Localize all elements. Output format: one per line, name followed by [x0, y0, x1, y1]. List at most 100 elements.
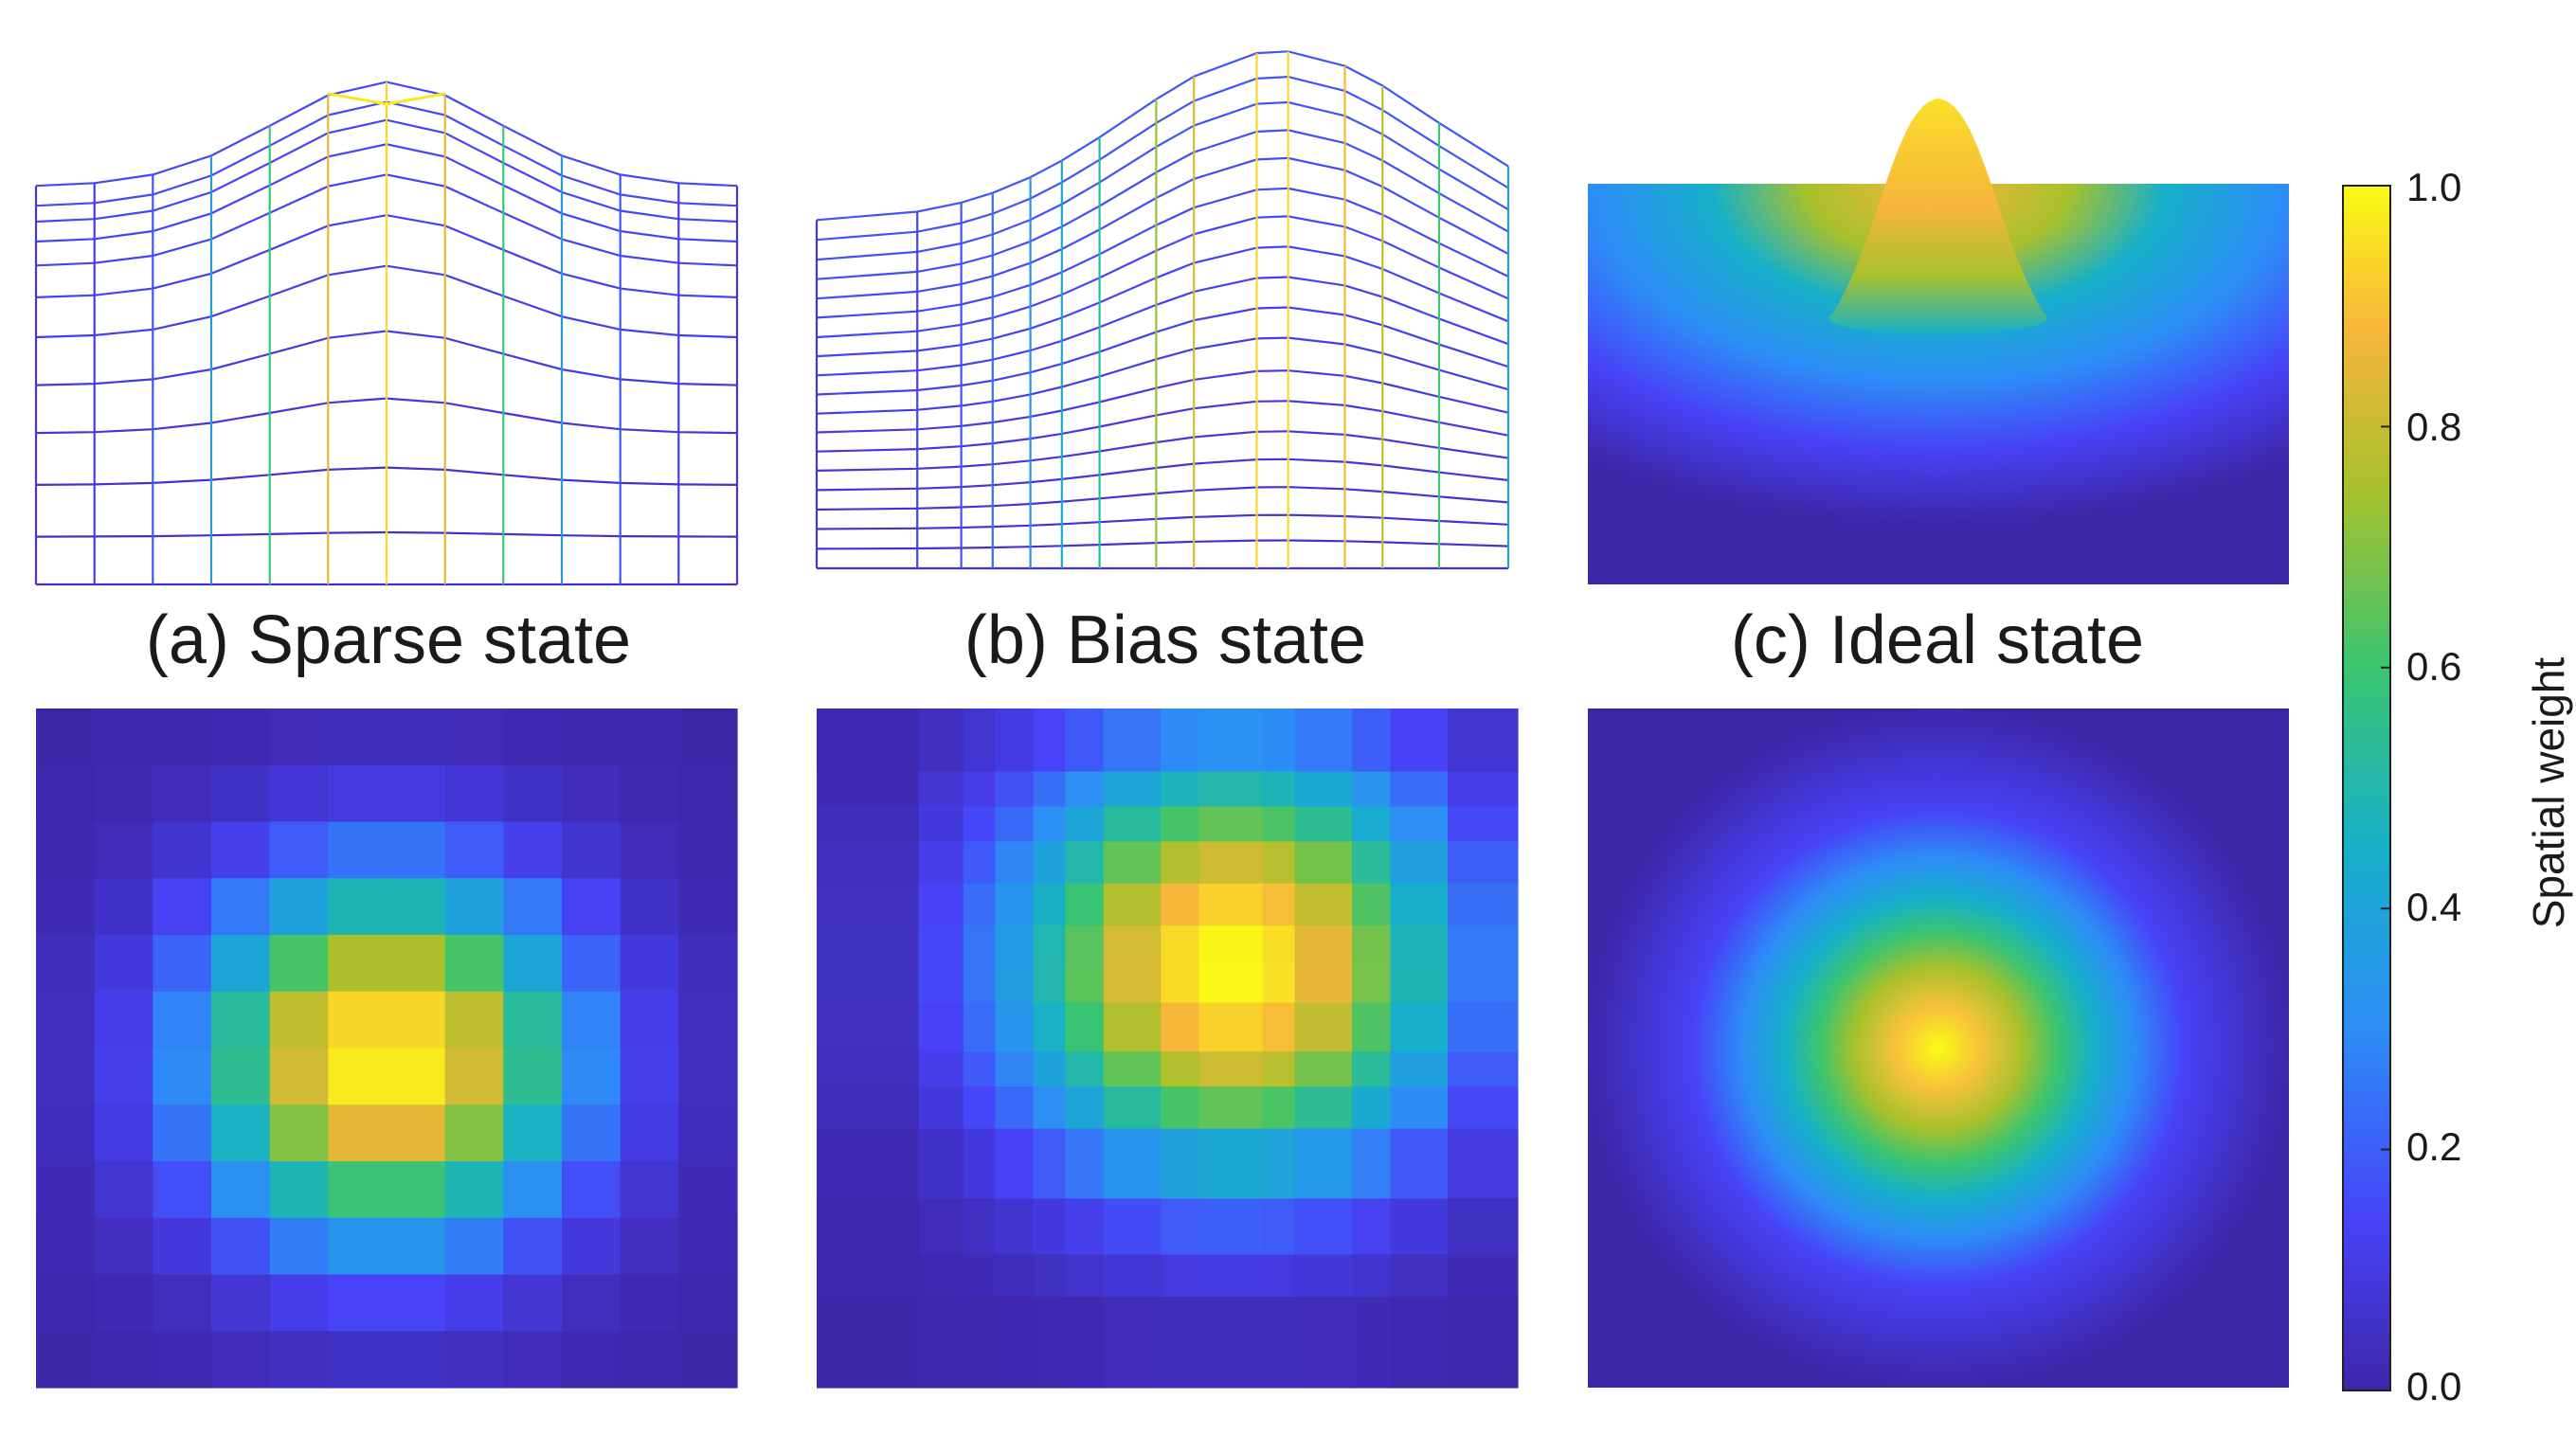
- heatmap-a-cell: [94, 821, 153, 879]
- heatmap-a-cell: [269, 1161, 329, 1219]
- heatmap-a-cell: [36, 764, 96, 823]
- heatmap-b-cell: [1033, 1128, 1066, 1200]
- heatmap-b-cell: [1103, 960, 1162, 1004]
- heatmap-b-cell: [1294, 806, 1353, 843]
- heatmap-b-cell: [1390, 841, 1449, 885]
- heatmap-a-cell: [387, 821, 446, 879]
- heatmap-a-cell: [36, 1104, 96, 1162]
- heatmap-b-cell: [817, 1296, 920, 1389]
- heatmap-a-cell: [36, 1161, 96, 1219]
- heatmap-a-cell: [503, 1048, 563, 1105]
- heatmap-a-cell: [562, 1161, 621, 1219]
- heatmap-b-cell: [1390, 1198, 1449, 1256]
- heatmap-a-cell: [620, 1104, 679, 1162]
- colorbar-title: Spatial weight: [2524, 656, 2573, 929]
- heatmap-b-cell: [995, 806, 1035, 843]
- heatmap-a-cell: [678, 1048, 738, 1105]
- heatmap-b-cell: [817, 1051, 920, 1087]
- heatmap-a-cell: [269, 709, 329, 766]
- surface-b-gridline: [816, 513, 1509, 530]
- heatmap-a-cell: [620, 991, 679, 1049]
- heatmap-a-cell: [620, 1048, 679, 1105]
- heatmap-b-cell: [817, 1002, 920, 1052]
- heatmap-a-cell: [269, 1104, 329, 1162]
- heatmap-a-cell: [211, 991, 271, 1049]
- heatmap-b-cell: [1352, 1198, 1392, 1256]
- heatmap-a-cell: [36, 991, 96, 1049]
- heatmap-a-cell: [562, 1048, 621, 1105]
- heatmap-b-cell: [1448, 1198, 1519, 1256]
- heatmap-b-cell: [1161, 883, 1200, 926]
- heatmap-b-cell: [995, 960, 1035, 1004]
- heatmap-a-cell: [211, 764, 271, 823]
- colorbar-tick-label: 0.4: [2406, 885, 2462, 929]
- heatmap-a-cell: [562, 1331, 621, 1389]
- heatmap-b-cell: [1352, 806, 1392, 843]
- heatmap-b-cell: [995, 1086, 1035, 1130]
- heatmap-b-cell: [1065, 1296, 1105, 1389]
- heatmap-a-cell: [94, 1048, 153, 1105]
- heatmap-a-cell: [620, 878, 679, 936]
- heatmap-b-cell: [1065, 925, 1105, 961]
- heatmap-a-cell: [269, 1048, 329, 1105]
- heatmap-a-cell: [678, 1104, 738, 1162]
- heatmap-a-cell: [153, 1331, 212, 1389]
- heatmap-b-cell: [1294, 960, 1353, 1004]
- heatmap-b-cell: [1065, 709, 1105, 773]
- heatmap-a-cell: [211, 1274, 271, 1332]
- heatmap-a-cell: [269, 1217, 329, 1276]
- heatmap-b-cell: [1103, 925, 1162, 961]
- surface-b-gridline: [816, 369, 1509, 434]
- heatmap-a-cell: [36, 1217, 96, 1276]
- colorbar: [2342, 185, 2391, 1391]
- surface-plots: [34, 50, 2289, 586]
- heatmap-b-cell: [1262, 841, 1296, 885]
- colorbar-tick-label: 0.6: [2406, 644, 2462, 689]
- heatmap-b-cell: [1103, 1002, 1162, 1052]
- heatmap-a-cell: [211, 1331, 271, 1389]
- heatmap-b-cell: [1390, 1128, 1449, 1200]
- heatmap-a-cell: [503, 935, 563, 993]
- heatmap-a-cell: [503, 709, 563, 766]
- heatmap-b-cell: [1103, 1296, 1162, 1389]
- heatmap-a-cell: [36, 821, 96, 879]
- heatmap-b-cell: [1352, 883, 1392, 926]
- heatmap-b-cell: [1033, 709, 1066, 773]
- heatmap-b-cell: [1065, 1128, 1105, 1200]
- heatmap-b-cell: [963, 960, 996, 1004]
- heatmap-a-cell: [503, 1331, 563, 1389]
- heatmap-a-cell: [503, 1104, 563, 1162]
- heatmap-a-cell: [153, 935, 212, 993]
- heatmap-a-cell: [678, 1331, 738, 1389]
- heatmap-b-cell: [963, 1198, 996, 1256]
- heatmap-b-cell: [1065, 960, 1105, 1004]
- heatmap-b-cell: [1294, 1198, 1353, 1256]
- heatmap-a-cell: [562, 821, 621, 879]
- heatmap-a-cell: [387, 1274, 446, 1332]
- heatmap-a-cell: [444, 991, 504, 1049]
- heatmap-a-cell: [94, 764, 153, 823]
- heatmap-b-cell: [1103, 1051, 1162, 1087]
- heatmap-a-cell: [678, 878, 738, 936]
- heatmap-b-cell: [817, 1254, 920, 1298]
- heatmap-b-cell: [1352, 1002, 1392, 1052]
- heatmap-a-cell: [678, 1217, 738, 1276]
- heatmap-b-cell: [1033, 883, 1066, 926]
- heatmap-a-cell: [678, 764, 738, 823]
- heatmap-b-cell: [1390, 1254, 1449, 1298]
- heatmap-b-cell: [1294, 1051, 1353, 1087]
- heatmap-b-cell: [1033, 806, 1066, 843]
- heatmap-b-cell: [1198, 960, 1264, 1004]
- heatmap-a-cell: [503, 878, 563, 936]
- heatmap-b-cell: [1294, 1086, 1353, 1130]
- heatmap-b-cell: [1033, 771, 1066, 808]
- heatmap-a-cell: [387, 764, 446, 823]
- heatmap-b-cell: [918, 1051, 964, 1087]
- heatmap-a-cell: [94, 709, 153, 766]
- heatmap-a-cell: [269, 821, 329, 879]
- heatmap-a-cell: [269, 991, 329, 1049]
- heatmap-b-cell: [1103, 841, 1162, 885]
- surface-b-gridline: [816, 129, 1509, 280]
- heatmap-b-cell: [1262, 960, 1296, 1004]
